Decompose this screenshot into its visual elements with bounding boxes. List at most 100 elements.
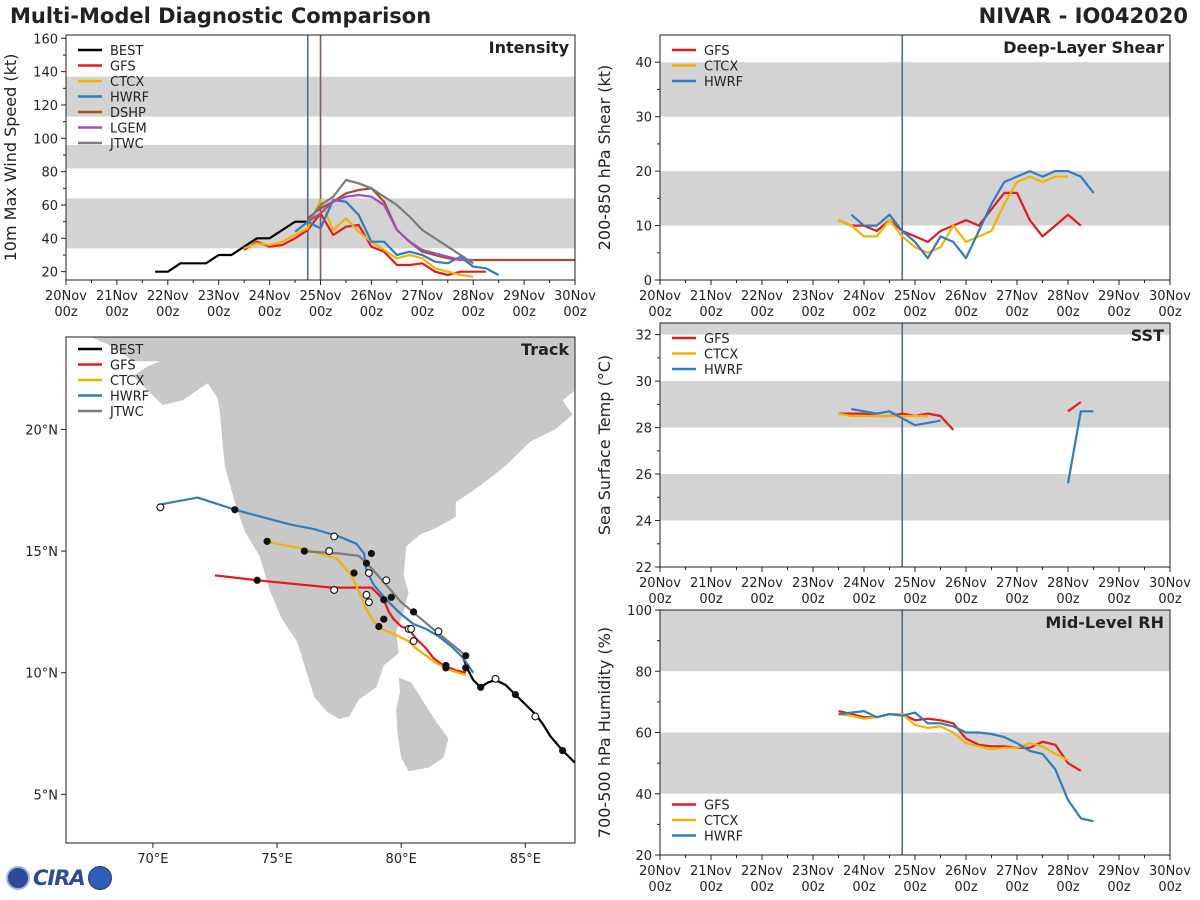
y-tick-label: 60: [41, 199, 58, 214]
shade-band: [660, 381, 1170, 428]
panel-sst: 22242628303220Nov00z21Nov00z22Nov00z23No…: [595, 322, 1191, 607]
legend-label: BEST: [110, 44, 143, 59]
x-tick-label-date: 26Nov: [945, 864, 987, 879]
series-line-best: [155, 220, 308, 273]
y-tick-label: 100: [627, 604, 652, 619]
x-tick-label-hour: 00z: [54, 305, 78, 320]
y-tick-label: 20: [635, 165, 652, 180]
x-tick-label-hour: 00z: [801, 305, 825, 320]
y-tick-label: 28: [635, 422, 652, 437]
legend-label: GFS: [110, 359, 136, 374]
y-tick-label: 30: [635, 111, 652, 126]
track-point-open: [156, 503, 165, 512]
track-point-open: [364, 569, 373, 577]
x-tick-label-date: 27Nov: [401, 289, 443, 304]
track-point-filled: [350, 569, 358, 577]
track-point-filled: [410, 608, 418, 616]
y-tick-label: 10°N: [25, 667, 58, 682]
x-tick-label-date: 28Nov: [1047, 576, 1089, 591]
y-tick-label: 40: [635, 56, 652, 71]
x-tick-label-date: 21Nov: [96, 289, 138, 304]
x-tick-label-hour: 00z: [750, 592, 774, 607]
y-tick-label: 10: [635, 220, 652, 235]
shade-band: [660, 474, 1170, 521]
track-point-filled: [387, 593, 395, 601]
x-tick-label-date: 30Nov: [1149, 289, 1191, 304]
track-point-filled: [380, 596, 388, 604]
x-tick-label-date: 30Nov: [1149, 576, 1191, 591]
globe-icon: [87, 866, 112, 890]
track-point-filled: [375, 622, 383, 631]
shade-band: [660, 732, 1170, 794]
series-line-ctcx: [838, 175, 1068, 254]
x-tick-label-hour: 00z: [801, 880, 825, 895]
legend-label: HWRF: [110, 390, 149, 405]
x-tick-label-date: 25Nov: [300, 289, 342, 304]
land-sri-lanka: [396, 677, 449, 772]
track-point-filled: [367, 549, 375, 558]
x-tick-label-hour: 00z: [1158, 880, 1182, 895]
x-tick-label-hour: 00z: [1107, 880, 1131, 895]
legend-label: CTCX: [704, 348, 738, 363]
panel-intensity: 2040608010012014016020Nov00z21Nov00z22No…: [1, 32, 596, 320]
track-point-filled: [462, 664, 470, 672]
x-tick-label-hour: 00z: [1158, 305, 1182, 320]
x-tick-label-date: 27Nov: [996, 576, 1038, 591]
cira-logo: CIRA: [6, 866, 112, 890]
panel-track: 70°E 75°E 80°E 85°E 5°N 10°N 15°N 20°N Track BEST…: [25, 336, 576, 867]
track-point-filled: [263, 537, 271, 545]
legend-label: HWRF: [110, 91, 149, 106]
x-tick-label-hour: 00z: [1158, 592, 1182, 607]
track-point-filled: [442, 664, 450, 672]
track-point-filled: [558, 746, 567, 755]
track-map-area: [66, 337, 575, 772]
x-tick-label-hour: 00z: [852, 880, 876, 895]
x-tick-label-date: 25Nov: [894, 864, 936, 879]
track-point-open: [382, 576, 391, 585]
track-point-open: [362, 590, 371, 599]
legend-label: LGEM: [110, 122, 147, 137]
y-tick-label: 0: [644, 274, 652, 289]
y-tick-label: 5°N: [34, 788, 59, 803]
x-tick-label-date: 20Nov: [639, 289, 681, 304]
x-tick-label-date: 20Nov: [45, 289, 87, 304]
y-tick-label: 30: [635, 375, 652, 390]
x-tick-label-date: 24Nov: [249, 289, 291, 304]
shade-band: [660, 323, 1170, 335]
y-tick-label: 22: [635, 561, 652, 576]
series-line-ctcx: [838, 412, 928, 418]
x-tick-label-date: 23Nov: [198, 289, 240, 304]
x-tick-label-hour: 00z: [648, 305, 672, 320]
land-india: [66, 337, 575, 719]
x-tick-label-hour: 00z: [1056, 592, 1080, 607]
track-point-open: [434, 627, 443, 636]
y-tick-label: 40: [635, 788, 652, 803]
x-tick-label-hour: 00z: [954, 592, 978, 607]
x-tick-label-hour: 00z: [852, 592, 876, 607]
track-line-hwrf: [157, 496, 475, 674]
x-tick-label-hour: 00z: [360, 305, 384, 320]
logo-ring-icon: [6, 866, 30, 890]
panel-rh: 2040608010020Nov00z21Nov00z22Nov00z23Nov…: [595, 604, 1191, 895]
x-tick-label-date: 30Nov: [1149, 864, 1191, 879]
x-tick-label-date: 21Nov: [690, 576, 732, 591]
x-tick-label-date: 23Nov: [792, 289, 834, 304]
x-tick-label-hour: 00z: [750, 880, 774, 895]
x-tick-label-date: 22Nov: [741, 864, 783, 879]
track-point-filled: [477, 683, 485, 691]
x-tick-label-hour: 00z: [699, 592, 723, 607]
legend-label: JTWC: [109, 405, 144, 420]
x-tick-label-date: 25Nov: [894, 576, 936, 591]
y-tick-label: 120: [33, 99, 58, 114]
x-tick-label-hour: 00z: [1107, 592, 1131, 607]
figure-title: Multi-Model Diagnostic Comparison: [10, 4, 432, 28]
panel-title: SST: [1131, 326, 1164, 345]
panel-title: Mid-Level RH: [1045, 613, 1164, 632]
x-tick-label-hour: 00z: [1107, 305, 1131, 320]
x-tick-label-hour: 00z: [563, 305, 587, 320]
track-point-open: [407, 624, 416, 633]
x-tick-label-date: 28Nov: [1047, 864, 1089, 879]
track-point-filled: [511, 691, 520, 699]
x-tick-label-hour: 00z: [1005, 880, 1029, 895]
x-tick-label-hour: 00z: [1005, 305, 1029, 320]
